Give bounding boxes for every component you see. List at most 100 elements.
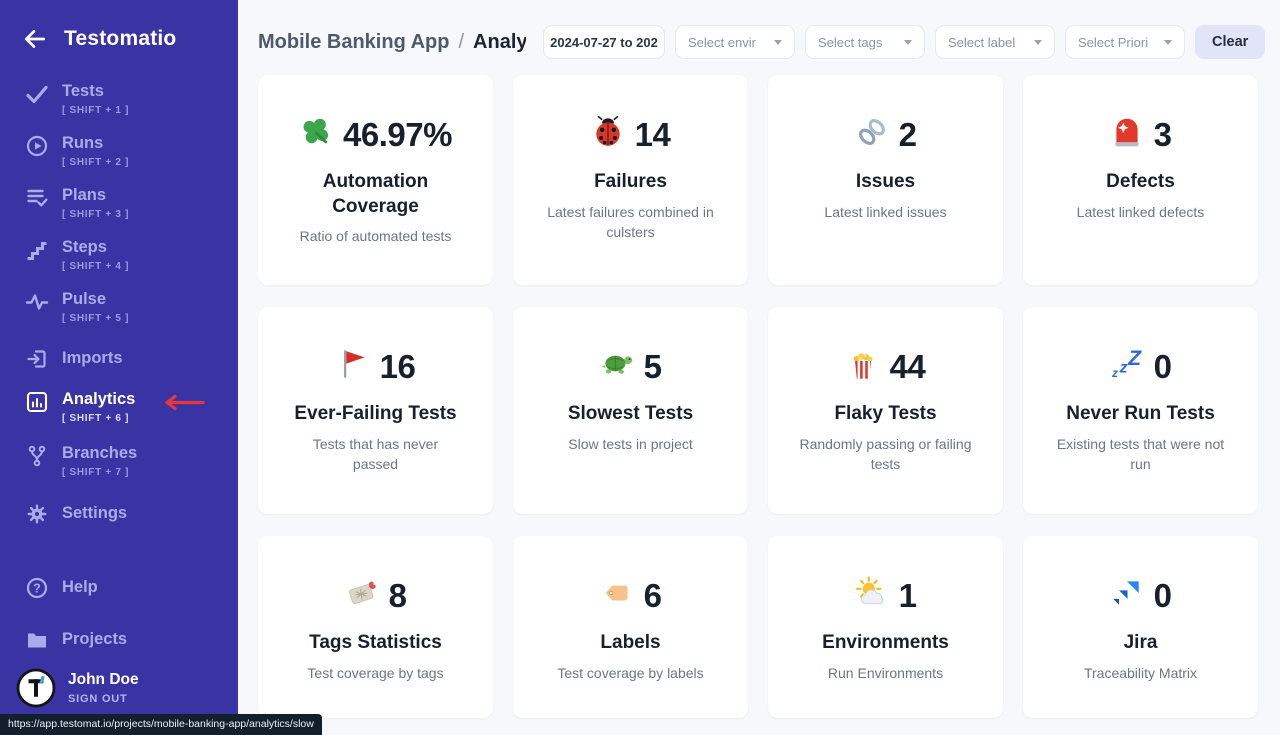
breadcrumb-project[interactable]: Mobile Banking App: [258, 31, 450, 53]
chevron-down-icon: [904, 39, 912, 45]
gear-icon: [25, 502, 49, 526]
sidebar-item-label: Analytics: [62, 390, 136, 408]
svg-text:Z: Z: [1127, 347, 1142, 370]
link-icon: [855, 115, 889, 154]
app-title: Testomatio: [64, 27, 177, 50]
card-defects[interactable]: 3 Defects Latest linked defects: [1023, 75, 1258, 285]
play-circle-icon: [25, 134, 49, 158]
pointer-arrow-icon: [160, 394, 206, 416]
sidebar-item-analytics[interactable]: Analytics [ SHIFT + 6 ]: [0, 390, 238, 424]
git-branch-icon: [25, 444, 49, 468]
sign-out-link[interactable]: SIGN OUT: [68, 692, 128, 705]
sidebar-item-help[interactable]: ? Help: [0, 576, 238, 600]
card-subtitle: Existing tests that were not run: [1056, 435, 1225, 472]
labels-select[interactable]: Select label: [935, 25, 1055, 59]
card-value: 14: [634, 115, 671, 153]
svg-text:z: z: [1111, 367, 1118, 380]
card-subtitle: Run Environments: [827, 664, 944, 681]
card-value: 3: [1153, 115, 1172, 153]
card-subtitle: Latest linked defects: [1076, 203, 1205, 220]
card-tags-statistics[interactable]: 8 Tags Statistics Test coverage by tags: [258, 536, 493, 718]
sidebar-item-settings[interactable]: Settings: [0, 502, 238, 526]
status-url-tooltip: https://app.testomat.io/projects/mobile-…: [0, 714, 322, 735]
card-subtitle: Ratio of automated tests: [299, 228, 452, 245]
card-subtitle: Latest failures combined in culsters: [547, 203, 714, 240]
card-labels[interactable]: 6 Labels Test coverage by labels: [513, 536, 748, 718]
sun-cloud-icon: [855, 576, 889, 615]
card-subtitle: Latest linked issues: [824, 203, 947, 220]
analytics-cards-grid: 46.97% Automation Coverage Ratio of auto…: [258, 75, 1258, 718]
sidebar: Testomatio Tests [ SHIFT + 1 ] Runs [ SH…: [0, 0, 238, 735]
card-value: 8: [388, 576, 407, 614]
sidebar-header: Testomatio: [22, 26, 176, 52]
bar-chart-icon: [25, 390, 49, 414]
card-subtitle: Test coverage by tags: [307, 664, 444, 681]
clear-filters-button[interactable]: Clear: [1195, 25, 1266, 59]
card-value: 6: [643, 576, 662, 614]
select-placeholder: Select tags: [818, 34, 883, 50]
user-name: John Doe: [68, 671, 139, 689]
environments-select[interactable]: Select envir: [675, 25, 795, 59]
question-icon: ?: [25, 576, 49, 600]
sidebar-item-shortcut: [ SHIFT + 5 ]: [62, 312, 130, 324]
sidebar-item-label: Plans: [62, 186, 107, 204]
card-title: Flaky Tests: [834, 403, 937, 424]
sidebar-item-steps[interactable]: Steps [ SHIFT + 4 ]: [0, 238, 238, 272]
card-failures[interactable]: 14 Failures Latest failures combined in …: [513, 75, 748, 285]
date-range-input[interactable]: 2024-07-27 to 202: [543, 25, 665, 59]
sidebar-item-shortcut: [ SHIFT + 6 ]: [62, 412, 130, 424]
card-subtitle: Test coverage by labels: [557, 664, 704, 681]
back-arrow-icon[interactable]: [22, 26, 48, 52]
card-title: Failures: [594, 171, 667, 192]
tag-icon: [345, 576, 379, 615]
sidebar-item-shortcut: [ SHIFT + 3 ]: [62, 208, 130, 220]
tags-select[interactable]: Select tags: [805, 25, 925, 59]
card-value: 1: [898, 576, 917, 614]
card-flaky-tests[interactable]: 44 Flaky Tests Randomly passing or faili…: [768, 307, 1003, 514]
clover-icon: [299, 115, 333, 154]
sidebar-item-label: Projects: [62, 630, 128, 649]
sidebar-item-label: Imports: [62, 349, 123, 368]
card-value: 2: [898, 115, 917, 153]
sidebar-item-tests[interactable]: Tests [ SHIFT + 1 ]: [0, 82, 238, 116]
sidebar-item-shortcut: [ SHIFT + 4 ]: [62, 260, 130, 272]
breadcrumb-page: Analytics: [473, 31, 526, 53]
sidebar-item-plans[interactable]: Plans [ SHIFT + 3 ]: [0, 186, 238, 220]
card-value: 0: [1153, 347, 1172, 385]
select-placeholder: Select Priori: [1078, 34, 1149, 50]
sidebar-item-imports[interactable]: Imports: [0, 347, 238, 371]
card-ever-failing-tests[interactable]: 16 Ever-Failing Tests Tests that has nev…: [258, 307, 493, 514]
priority-select[interactable]: Select Priori: [1065, 25, 1185, 59]
label-tag-icon: [600, 576, 634, 615]
card-title: Labels: [600, 632, 661, 653]
sidebar-item-projects[interactable]: Projects: [0, 628, 238, 652]
card-issues[interactable]: 2 Issues Latest linked issues: [768, 75, 1003, 285]
sidebar-item-label: Runs: [62, 134, 104, 152]
card-value: 5: [643, 347, 662, 385]
chevron-down-icon: [1164, 39, 1172, 45]
pulse-icon: [25, 290, 49, 314]
card-jira[interactable]: 0 Jira Traceability Matrix: [1023, 536, 1258, 718]
card-title: Issues: [855, 171, 916, 192]
card-environments[interactable]: 1 Environments Run Environments: [768, 536, 1003, 718]
user-menu[interactable]: John Doe SIGN OUT: [16, 668, 139, 708]
siren-icon: [1110, 115, 1144, 154]
card-slowest-tests[interactable]: 5 Slowest Tests Slow tests in project: [513, 307, 748, 514]
sidebar-item-pulse[interactable]: Pulse [ SHIFT + 5 ]: [0, 290, 238, 324]
select-placeholder: Select envir: [688, 34, 756, 50]
filter-bar: 2024-07-27 to 202 Select envir Select ta…: [543, 25, 1266, 59]
svg-text:?: ?: [33, 581, 41, 595]
card-value: 44: [889, 347, 926, 385]
card-automation-coverage[interactable]: 46.97% Automation Coverage Ratio of auto…: [258, 75, 493, 285]
sidebar-item-label: Settings: [62, 504, 128, 523]
svg-text:z: z: [1118, 360, 1127, 377]
steps-icon: [25, 238, 49, 262]
card-title: Never Run Tests: [1066, 403, 1215, 424]
sidebar-item-shortcut: [ SHIFT + 2 ]: [62, 156, 130, 168]
sidebar-item-branches[interactable]: Branches [ SHIFT + 7 ]: [0, 444, 238, 478]
sidebar-item-label: Tests: [62, 82, 104, 100]
sidebar-item-runs[interactable]: Runs [ SHIFT + 2 ]: [0, 134, 238, 168]
check-icon: [25, 82, 49, 106]
